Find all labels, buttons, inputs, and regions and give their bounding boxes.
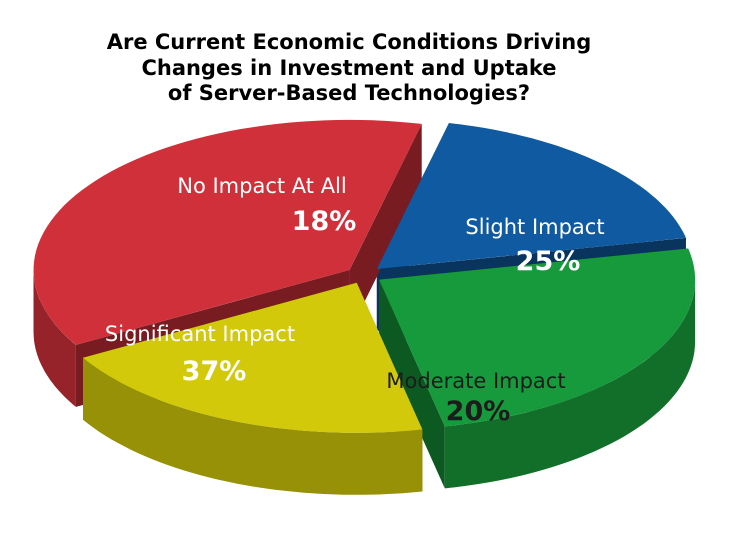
slice-percent: 20% xyxy=(446,396,511,427)
slice-slight-impact xyxy=(379,248,696,427)
chart-title-line-1: Are Current Economic Conditions Driving xyxy=(106,30,592,54)
slice-wall-significant-impact xyxy=(349,123,422,332)
slice-side-moderate-impact xyxy=(83,357,423,495)
chart-title-line-2: Changes in Investment and Uptake xyxy=(141,55,557,80)
slice-label: No Impact At All xyxy=(177,174,346,198)
pie-tops xyxy=(33,119,696,433)
slice-significant-impact xyxy=(33,119,422,345)
slice-side-significant-impact xyxy=(33,269,76,407)
pie-labels: Slight Impact 25% Moderate Impact 20% Signif… xyxy=(105,174,605,427)
slice-moderate-impact xyxy=(83,282,423,433)
slice-percent: 25% xyxy=(516,246,581,277)
slice-percent: 18% xyxy=(292,206,357,237)
slice-label: Moderate Impact xyxy=(386,369,565,393)
chart-title: Are Current Economic Conditions Driving … xyxy=(0,30,698,107)
chart-title-line-3: of Server-Based Technologies? xyxy=(167,81,531,105)
slice-side-slight-impact xyxy=(444,279,696,489)
slice-label: Significant Impact xyxy=(105,322,295,346)
slice-no-impact-at-all xyxy=(376,123,686,269)
slice-percent: 37% xyxy=(182,356,247,387)
slice-label: Slight Impact xyxy=(465,215,604,239)
